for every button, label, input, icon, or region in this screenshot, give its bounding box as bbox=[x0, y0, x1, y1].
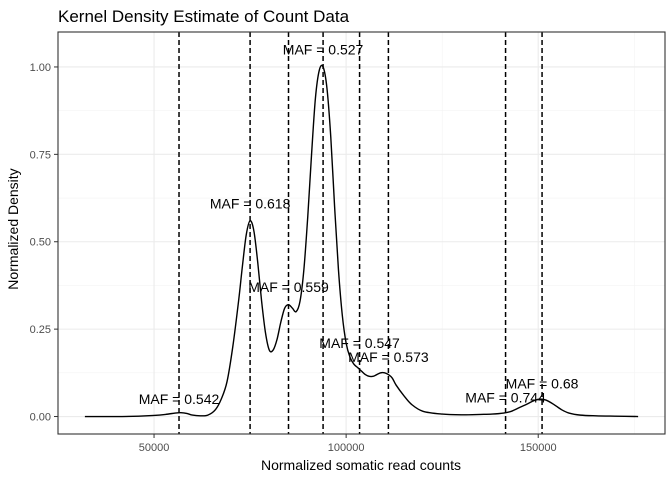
x-axis-title: Normalized somatic read counts bbox=[261, 457, 461, 473]
x-axis-ticks: 50000 100000 150000 bbox=[139, 434, 557, 454]
maf-annotation: MAF = 0.573 bbox=[348, 349, 429, 365]
maf-annotation: MAF = 0.527 bbox=[283, 41, 364, 57]
y-tick-label: 0.00 bbox=[30, 412, 51, 424]
y-axis-ticks: 0.00 0.25 0.50 0.75 1.00 bbox=[30, 62, 58, 424]
y-tick-label: 0.25 bbox=[30, 324, 51, 336]
maf-annotation: MAF = 0.68 bbox=[506, 375, 579, 391]
maf-annotation: MAF = 0.744 bbox=[465, 389, 546, 405]
y-tick-label: 0.75 bbox=[30, 149, 51, 161]
maf-annotation: MAF = 0.542 bbox=[139, 391, 220, 407]
maf-annotation: MAF = 0.547 bbox=[319, 335, 400, 351]
y-tick-label: 0.50 bbox=[30, 237, 51, 249]
grid bbox=[57, 32, 665, 434]
density-line bbox=[84, 64, 639, 418]
x-tick-label: 150000 bbox=[520, 442, 557, 454]
maf-annotation: MAF = 0.559 bbox=[248, 279, 329, 295]
y-tick-label: 1.00 bbox=[30, 62, 51, 74]
panel-border bbox=[57, 31, 666, 435]
reference-lines bbox=[178, 32, 543, 434]
y-axis-title: Normalized Density bbox=[5, 168, 21, 289]
maf-annotation: MAF = 0.618 bbox=[210, 195, 291, 211]
chart-title: Kernel Density Estimate of Count Data bbox=[58, 7, 350, 26]
x-tick-label: 50000 bbox=[139, 442, 170, 454]
x-tick-label: 100000 bbox=[328, 442, 365, 454]
maf-annotations: MAF = 0.542 MAF = 0.618 MAF = 0.559 MAF = 0… bbox=[139, 41, 579, 407]
